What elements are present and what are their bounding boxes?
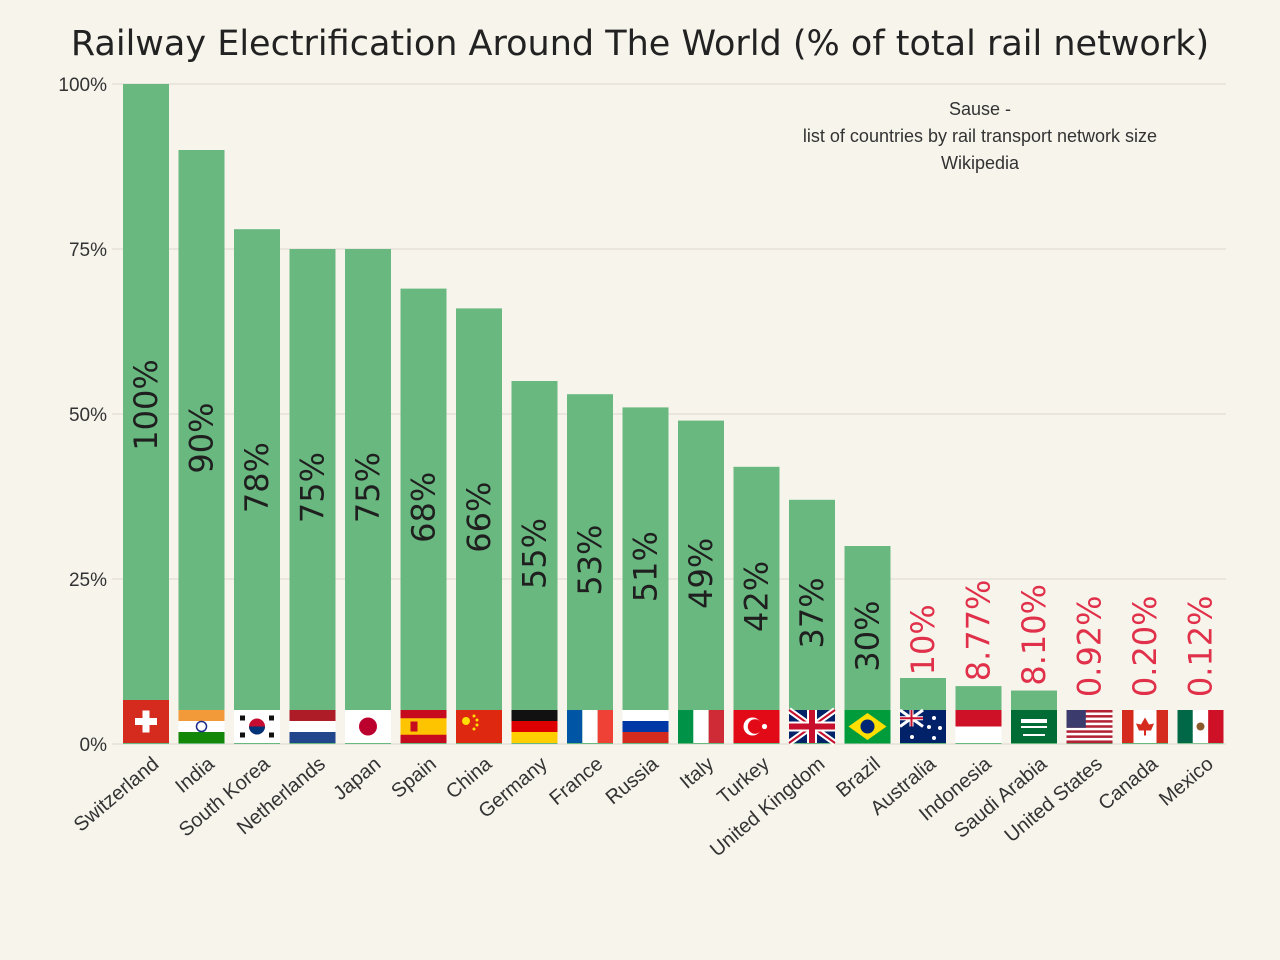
source-line-3: Wikipedia [940,153,1020,173]
bar [622,407,669,744]
x-tick-label: Russia [602,752,664,809]
data-label: 75% [294,452,332,523]
india-flag [178,710,225,743]
spain-flag [400,710,447,743]
y-tick-label: 0% [80,735,108,756]
data-label: 49% [682,538,720,609]
data-label: 66% [460,482,498,553]
data-label: 0.92% [1071,595,1109,697]
x-tick-label: Spain [387,753,440,803]
data-label: 100% [127,359,165,450]
united-states-flag [1066,710,1113,744]
chart-title: Railway Electrification Around The World… [70,24,1210,64]
y-tick-label: 75% [69,240,107,261]
russia-flag [622,710,669,743]
bar [678,420,724,744]
bar [789,499,835,744]
data-label: 30% [849,600,887,671]
switzerland-flag [123,700,169,743]
source-note: Sause - list of countries by rail transp… [760,96,1200,177]
mexico-flag [1177,710,1224,743]
china-flag [456,710,502,743]
x-tick-label: Japan [329,753,385,805]
bar [733,466,780,744]
x-tick-label: United States [1001,753,1107,847]
x-tick-label: Italy [676,753,718,793]
united-kingdom-flag [787,707,837,746]
bar [456,308,502,744]
y-tick-label: 25% [69,570,107,591]
y-tick-label: 100% [58,75,107,96]
bar [567,394,613,744]
x-tick-label: France [545,753,607,810]
data-label: 90% [183,402,221,473]
brazil-flag [844,710,891,743]
data-label: 75% [349,452,387,523]
source-line-1: Sause - [948,99,1012,119]
bar [234,229,280,744]
bar [345,249,391,744]
data-label: 51% [627,531,665,602]
japan-flag [345,710,391,743]
saudi-arabia-flag [1011,710,1057,743]
bar [1122,742,1168,744]
data-label: 10% [904,604,942,675]
data-label: 53% [571,525,609,596]
bar [289,249,336,744]
x-tick-label: India [171,752,219,797]
data-label: 0.12% [1182,595,1220,697]
canada-flag [1122,710,1168,743]
data-label: 8.10% [1015,584,1053,686]
y-tick-label: 50% [69,405,107,426]
data-label: 78% [238,442,276,513]
netherlands-flag [289,710,336,743]
x-tick-label: Canada [1094,752,1162,814]
data-label: 42% [738,561,776,632]
bar [400,288,447,744]
indonesia-flag [955,710,1002,743]
data-label: 8.77% [960,580,998,682]
germany-flag [511,710,558,743]
italy-flag [678,710,724,743]
australia-flag [899,708,946,743]
source-line-2: list of countries by rail transport netw… [802,126,1158,146]
data-label: 37% [793,577,831,648]
turkey-flag [733,710,780,743]
bar [123,84,169,744]
x-tick-label: Mexico [1155,753,1218,811]
bar [178,150,225,744]
data-label: 55% [516,518,554,589]
data-label: 68% [405,472,443,543]
south-korea-flag [234,710,280,743]
x-tick-label: Switzerland [70,753,163,836]
bar [1177,743,1224,744]
bar [511,381,558,744]
france-flag [567,710,613,743]
data-label: 0.20% [1126,595,1164,697]
